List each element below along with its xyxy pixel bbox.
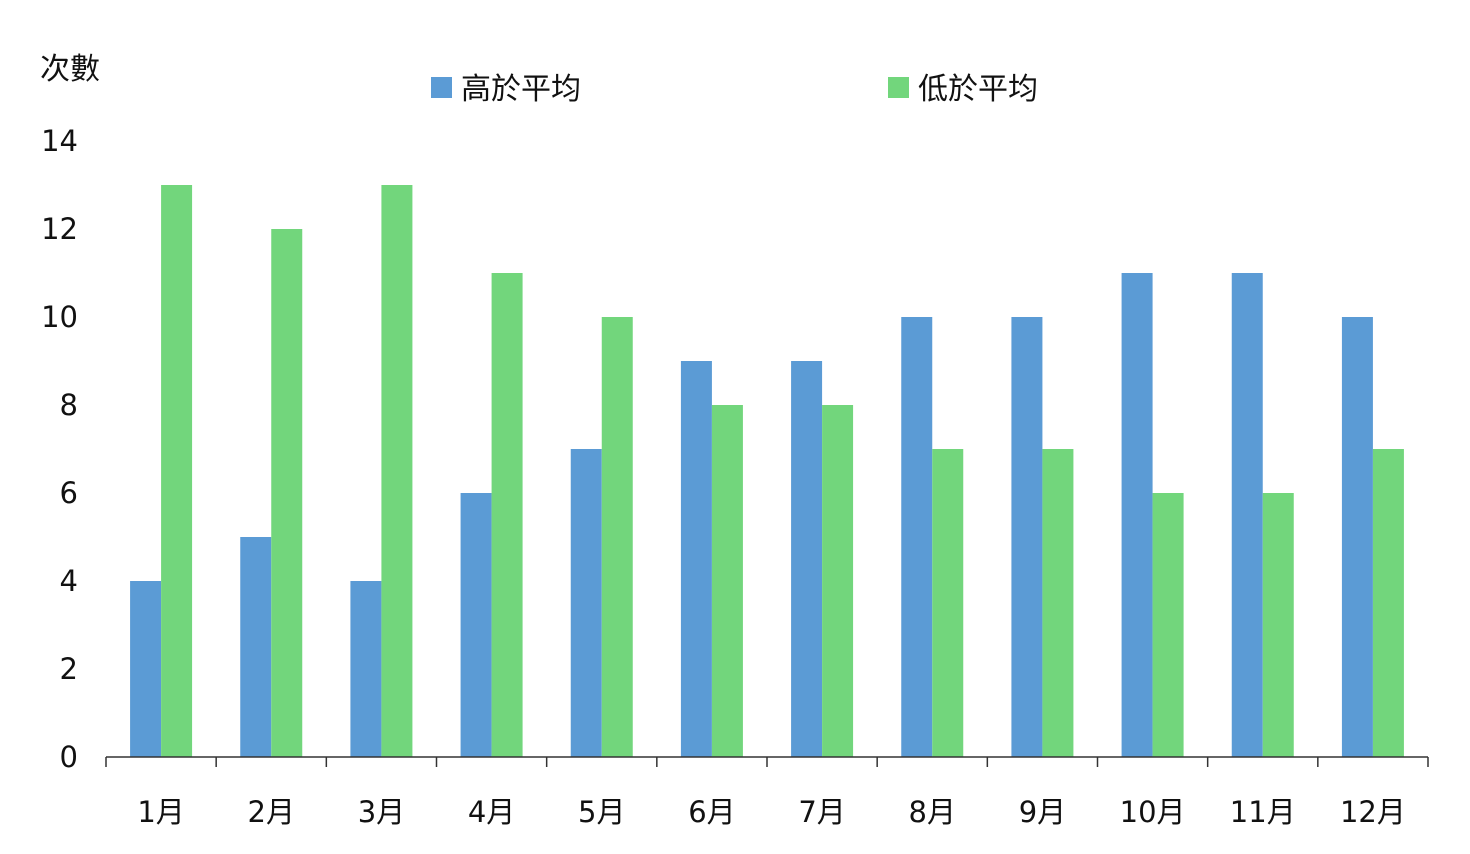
bar-above-average: [570, 449, 602, 757]
x-tick-label: 2月: [248, 795, 295, 829]
bars: [130, 185, 1404, 757]
y-tick-label: 10: [41, 300, 78, 334]
y-tick-label: 4: [60, 564, 78, 598]
bar-below-average: [491, 273, 523, 757]
bar-below-average: [1262, 493, 1294, 757]
bar-below-average: [932, 449, 964, 757]
x-tick-label: 12月: [1340, 795, 1406, 829]
y-tick-label: 14: [41, 124, 78, 158]
bar-above-average: [901, 317, 933, 757]
y-tick-label: 8: [60, 388, 78, 422]
bar-above-average: [350, 581, 382, 757]
x-tick-label: 11月: [1230, 795, 1296, 829]
bar-above-average: [791, 361, 823, 757]
x-axis: [105, 756, 1429, 767]
bar-above-average: [460, 493, 492, 757]
legend-swatch-above-average: [431, 77, 452, 98]
bar-below-average: [601, 317, 633, 757]
y-tick-label: 6: [60, 476, 78, 510]
x-tick-label: 10月: [1120, 795, 1186, 829]
x-tick-label: 4月: [468, 795, 515, 829]
bar-above-average: [1121, 273, 1153, 757]
bar-above-average: [1011, 317, 1043, 757]
bar-above-average: [240, 537, 272, 757]
x-tick-label: 5月: [578, 795, 625, 829]
x-axis-tick-labels: 1月 2月 3月 4月 5月 6月 7月 8月 9月 10月 11月 12月: [137, 795, 1406, 829]
x-tick-label: 8月: [909, 795, 956, 829]
x-tick-label: 7月: [798, 795, 845, 829]
bar-below-average: [1152, 493, 1184, 757]
bar-above-average: [1231, 273, 1263, 757]
y-axis-label: 次數: [40, 52, 100, 87]
bar-below-average: [381, 185, 413, 757]
x-tick-label: 1月: [137, 795, 184, 829]
bar-below-average: [161, 185, 193, 757]
bar-above-average: [130, 581, 162, 757]
x-tick-label: 6月: [688, 795, 735, 829]
bar-below-average: [711, 405, 743, 757]
x-tick-label: 9月: [1019, 795, 1066, 829]
bar-above-average: [1341, 317, 1373, 757]
bar-below-average: [822, 405, 854, 757]
x-tick-label: 3月: [358, 795, 405, 829]
legend-label-above-average: 高於平均: [461, 72, 581, 107]
bar-below-average: [1042, 449, 1074, 757]
legend-swatch-below-average: [888, 77, 909, 98]
y-tick-label: 0: [60, 740, 78, 774]
y-tick-label: 2: [60, 652, 78, 686]
bar-above-average: [680, 361, 712, 757]
legend: 高於平均 低於平均: [431, 72, 1038, 107]
y-axis-tick-labels: 0 2 4 6 8 10 12 14: [41, 124, 78, 774]
legend-label-below-average: 低於平均: [918, 72, 1038, 107]
y-tick-label: 12: [41, 212, 78, 246]
bar-below-average: [271, 229, 303, 757]
bar-below-average: [1372, 449, 1404, 757]
